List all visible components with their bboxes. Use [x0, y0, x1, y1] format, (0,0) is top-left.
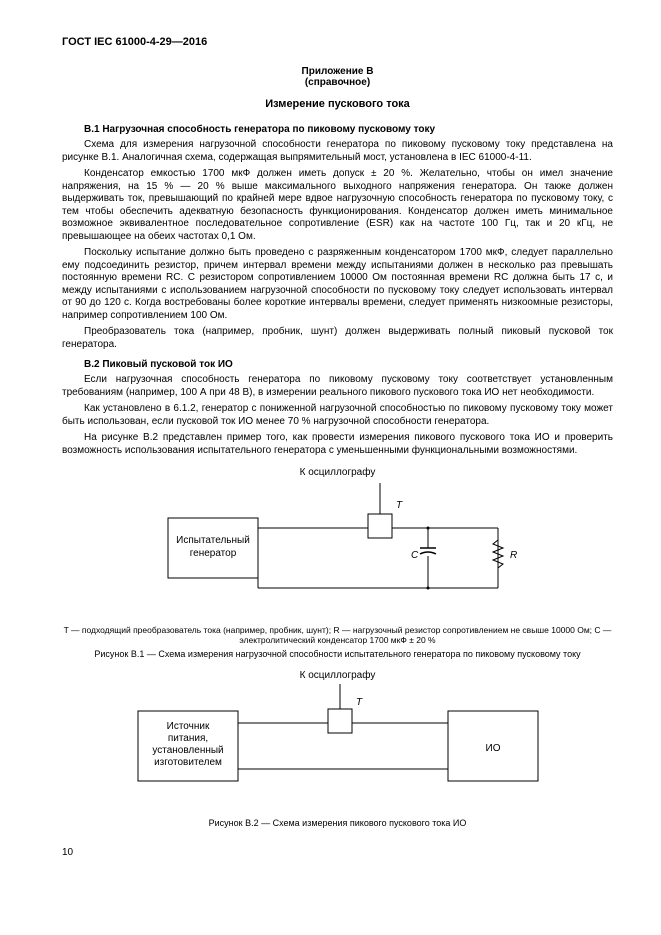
fig1-oscillo-label: К осциллографу [62, 467, 613, 478]
fig2-label-t: T [356, 697, 363, 708]
svg-text:Испытательный: Испытательный [176, 535, 250, 546]
fig1-svg: Испытательный генератор T C [138, 478, 538, 618]
fig1-label-c: C [411, 550, 419, 561]
svg-text:ИО: ИО [485, 743, 500, 754]
svg-text:изготовителем: изготовителем [154, 757, 222, 768]
fig2-oscillo-label: К осциллографу [62, 670, 613, 681]
svg-text:Источник: Источник [166, 721, 209, 732]
para-b1-2: Конденсатор емкостью 1700 мкФ должен име… [62, 168, 613, 243]
para-b1-1: Схема для измерения нагрузочной способно… [62, 139, 613, 164]
para-b1-3: Поскольку испытание должно быть проведен… [62, 247, 613, 322]
page-number: 10 [62, 847, 613, 858]
svg-text:генератор: генератор [189, 548, 236, 559]
svg-text:установленный: установленный [152, 745, 223, 756]
document-header: ГОСТ IEC 61000-4-29—2016 [62, 36, 613, 48]
figure-b2: К осциллографу Источник питания, установ… [62, 670, 613, 814]
para-b1-4: Преобразователь тока (например, пробник,… [62, 326, 613, 351]
fig2-svg: Источник питания, установленный изготови… [118, 681, 558, 811]
fig1-caption: Рисунок В.1 — Схема измерения нагрузочно… [62, 649, 613, 660]
fig2-caption: Рисунок В.2 — Схема измерения пикового п… [62, 818, 613, 829]
para-b2-2: Как установлено в 6.1.2, генератор с пон… [62, 403, 613, 428]
para-b2-1: Если нагрузочная способность генератора … [62, 374, 613, 399]
para-b2-3: На рисунке В.2 представлен пример того, … [62, 432, 613, 457]
annex-main-title: Измерение пускового тока [62, 98, 613, 110]
fig1-legend: T — подходящий преобразователь тока (нап… [62, 625, 613, 645]
fig1-label-t: T [396, 500, 403, 511]
annex-subtitle: (справочное) [62, 77, 613, 88]
section-b1-heading: В.1 Нагрузочная способность генератора п… [84, 124, 613, 135]
figure-b1: К осциллографу Испытательный генератор T [62, 467, 613, 621]
svg-text:питания,: питания, [167, 733, 207, 744]
section-b2-heading: В.2 Пиковый пусковой ток ИО [84, 359, 613, 370]
annex-title: Приложение В [62, 66, 613, 77]
fig1-label-r: R [510, 550, 517, 561]
